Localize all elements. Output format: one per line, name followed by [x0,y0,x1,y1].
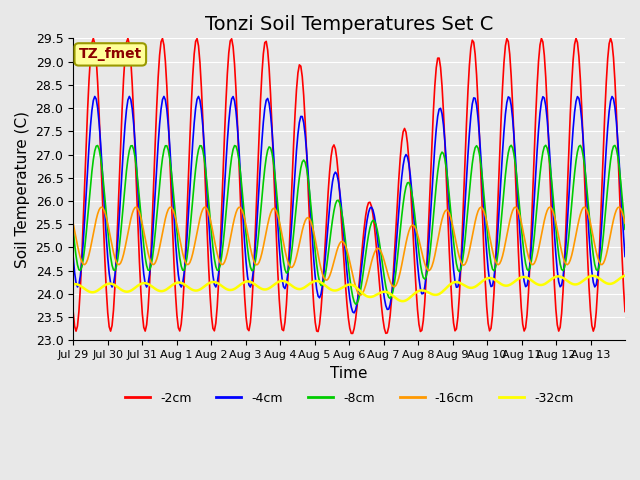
-2cm [69,309,77,314]
-4cm [106,270,113,276]
-2cm [355,289,362,295]
-8cm [621,227,629,232]
-4cm [160,94,168,99]
-32cm [353,285,361,291]
-4cm [69,253,77,259]
-16cm [511,204,519,210]
-4cm [356,280,364,286]
-8cm [352,301,360,307]
-16cm [621,220,629,226]
-2cm [106,324,113,330]
Text: TZ_fmet: TZ_fmet [79,48,142,61]
-8cm [464,205,472,211]
Line: -2cm: -2cm [73,38,625,334]
-32cm [618,274,626,280]
-32cm [621,273,629,278]
-4cm [465,131,473,136]
-16cm [620,214,627,220]
-32cm [69,282,77,288]
-32cm [546,277,554,283]
-4cm [350,310,358,316]
-32cm [399,298,407,304]
Line: -32cm: -32cm [73,276,625,301]
-2cm [464,88,472,94]
-8cm [620,210,627,216]
-8cm [355,297,362,303]
-8cm [69,227,77,232]
-8cm [508,143,515,148]
-16cm [464,254,472,260]
-2cm [620,285,627,291]
Line: -16cm: -16cm [73,207,625,295]
-4cm [88,108,96,113]
-16cm [356,292,364,298]
-32cm [88,289,96,295]
-32cm [464,284,472,290]
-4cm [621,253,629,259]
-16cm [88,238,96,244]
-2cm [607,36,614,41]
-2cm [349,331,356,336]
-8cm [548,177,556,182]
Title: Tonzi Soil Temperatures Set C: Tonzi Soil Temperatures Set C [205,15,493,34]
-2cm [621,309,629,314]
-16cm [548,205,556,211]
-16cm [106,228,113,234]
-16cm [353,288,361,294]
-2cm [546,177,554,182]
-4cm [548,182,556,188]
Y-axis label: Soil Temperature (C): Soil Temperature (C) [15,111,30,268]
-4cm [620,233,627,239]
Line: -4cm: -4cm [73,96,625,313]
Line: -8cm: -8cm [73,145,625,304]
-8cm [88,169,96,175]
-2cm [88,40,96,46]
Legend: -2cm, -4cm, -8cm, -16cm, -32cm: -2cm, -4cm, -8cm, -16cm, -32cm [120,387,579,410]
-8cm [106,242,113,248]
-16cm [69,220,77,226]
-32cm [106,281,113,287]
X-axis label: Time: Time [330,366,368,381]
